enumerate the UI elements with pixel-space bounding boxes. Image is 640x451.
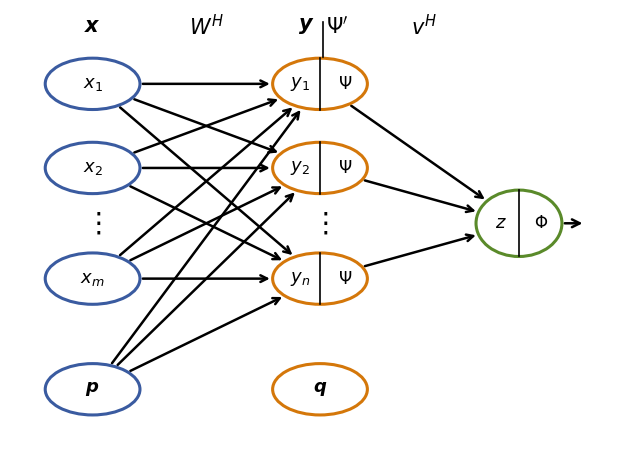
Text: $y_n$: $y_n$ (290, 270, 310, 288)
Text: $\Psi$: $\Psi$ (337, 75, 352, 93)
Text: $\Phi$: $\Phi$ (534, 214, 548, 232)
Text: $W^H$: $W^H$ (189, 14, 224, 39)
Text: $\vdots$: $\vdots$ (312, 209, 328, 237)
Text: $z$: $z$ (495, 214, 507, 232)
Text: $\vdots$: $\vdots$ (84, 209, 101, 237)
Text: $\boldsymbol{x}$: $\boldsymbol{x}$ (84, 16, 101, 36)
Text: $\Psi$: $\Psi$ (337, 270, 352, 288)
Text: $\boldsymbol{q}$: $\boldsymbol{q}$ (313, 380, 327, 398)
Text: $y_2$: $y_2$ (290, 159, 310, 177)
Text: $y_1$: $y_1$ (290, 75, 310, 93)
Text: $v^H$: $v^H$ (412, 14, 437, 39)
Text: $x_2$: $x_2$ (83, 159, 102, 177)
Text: $x_m$: $x_m$ (81, 270, 105, 288)
Text: $\boldsymbol{y}$: $\boldsymbol{y}$ (298, 16, 314, 36)
Text: $x_1$: $x_1$ (83, 75, 102, 93)
Text: $\boldsymbol{p}$: $\boldsymbol{p}$ (85, 380, 100, 398)
Text: $\Psi'$: $\Psi'$ (326, 15, 349, 37)
Text: $\Psi$: $\Psi$ (337, 159, 352, 177)
